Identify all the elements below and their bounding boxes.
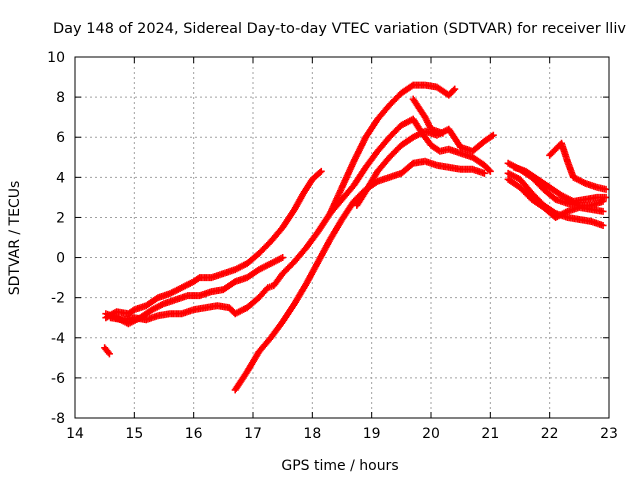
data-point bbox=[408, 82, 416, 90]
x-tick-label: 17 bbox=[244, 426, 262, 442]
data-point bbox=[599, 221, 607, 229]
y-tick-label: 2 bbox=[56, 210, 65, 226]
data-point bbox=[105, 350, 113, 358]
x-tick-label: 14 bbox=[66, 426, 84, 442]
data-point bbox=[602, 193, 610, 201]
data-point bbox=[599, 207, 607, 215]
series-s6 bbox=[353, 125, 497, 209]
y-tick-label: -4 bbox=[51, 331, 65, 347]
x-tick-label: 20 bbox=[422, 426, 440, 442]
data-point bbox=[279, 254, 287, 262]
data-point bbox=[450, 86, 458, 94]
data-point bbox=[480, 169, 488, 177]
data-point bbox=[489, 131, 497, 139]
series-s3 bbox=[107, 115, 494, 324]
x-axis-label: GPS time / hours bbox=[281, 458, 398, 474]
data-point bbox=[488, 132, 496, 140]
y-tick-label: 8 bbox=[56, 90, 65, 106]
x-tick-label: 18 bbox=[303, 426, 321, 442]
y-tick-label: -8 bbox=[51, 411, 65, 427]
series-s12 bbox=[510, 163, 610, 205]
data-point bbox=[485, 166, 493, 174]
series-s13 bbox=[546, 139, 610, 193]
y-tick-label: -6 bbox=[51, 371, 65, 387]
series-s11 bbox=[504, 175, 607, 221]
chart-title: Day 148 of 2024, Sidereal Day-to-day VTE… bbox=[53, 21, 626, 37]
x-tick-label: 22 bbox=[541, 426, 559, 442]
y-tick-label: 4 bbox=[56, 170, 65, 186]
data-point bbox=[602, 185, 610, 193]
x-tick-label: 16 bbox=[185, 426, 203, 442]
data-point bbox=[194, 275, 202, 283]
axes: 14 15 16 17 18 19 20 21 22 23 -8 -6 -4 -2 0 2 4 6 8 10 bbox=[47, 50, 618, 442]
series-s7 bbox=[409, 95, 447, 137]
y-tick-label: 0 bbox=[56, 251, 65, 267]
data-point bbox=[486, 167, 494, 175]
data-point bbox=[439, 129, 447, 137]
y-axis-label: SDTVAR / TECUs bbox=[7, 181, 23, 296]
series-s5 bbox=[326, 81, 459, 217]
y-tick-label: 10 bbox=[47, 50, 65, 66]
x-tick-label: 19 bbox=[363, 426, 381, 442]
x-tick-label: 23 bbox=[600, 426, 618, 442]
data-point bbox=[316, 168, 324, 176]
series-s8 bbox=[101, 344, 113, 358]
y-tick-label: 6 bbox=[56, 130, 65, 146]
data-point bbox=[317, 167, 325, 175]
x-tick-label: 15 bbox=[125, 426, 143, 442]
data-points bbox=[101, 81, 610, 394]
y-tick-label: -2 bbox=[51, 291, 65, 307]
plot-frame bbox=[74, 56, 610, 419]
x-tick-label: 21 bbox=[481, 426, 499, 442]
grid-lines bbox=[75, 57, 609, 418]
data-point bbox=[104, 348, 112, 356]
data-point bbox=[451, 85, 459, 93]
